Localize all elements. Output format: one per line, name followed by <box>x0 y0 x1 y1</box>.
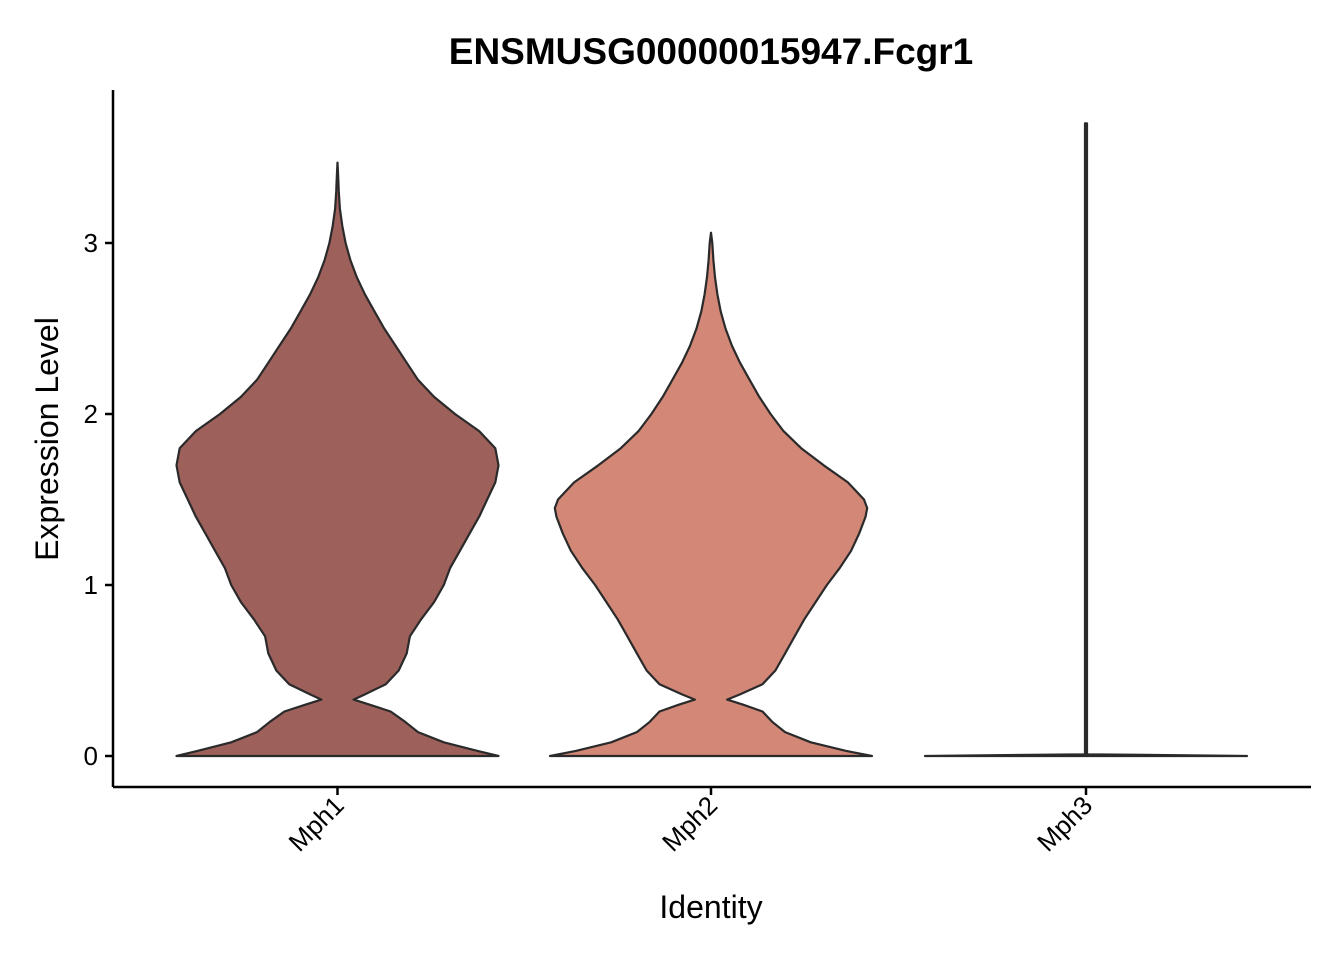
violin-mph1 <box>175 161 500 758</box>
y-tick-label: 3 <box>84 228 98 258</box>
y-axis-ticks: 0 1 2 3 <box>84 228 113 771</box>
chart-title: ENSMUSG00000015947.Fcgr1 <box>449 31 973 72</box>
violin-mph3 <box>923 122 1249 758</box>
x-axis-title: Identity <box>659 889 762 925</box>
x-axis-ticks: Mph1 Mph2 Mph3 <box>283 787 1098 857</box>
y-tick-label: 2 <box>84 399 98 429</box>
x-tick-label-mph3: Mph3 <box>1031 790 1098 857</box>
violin-mph2 <box>548 231 874 758</box>
y-axis-title: Expression Level <box>29 317 65 561</box>
violin-layer <box>175 122 1249 758</box>
y-tick-label: 0 <box>84 741 98 771</box>
y-tick-label: 1 <box>84 570 98 600</box>
x-tick-label-mph1: Mph1 <box>283 790 350 857</box>
x-tick-label-mph2: Mph2 <box>656 790 723 857</box>
